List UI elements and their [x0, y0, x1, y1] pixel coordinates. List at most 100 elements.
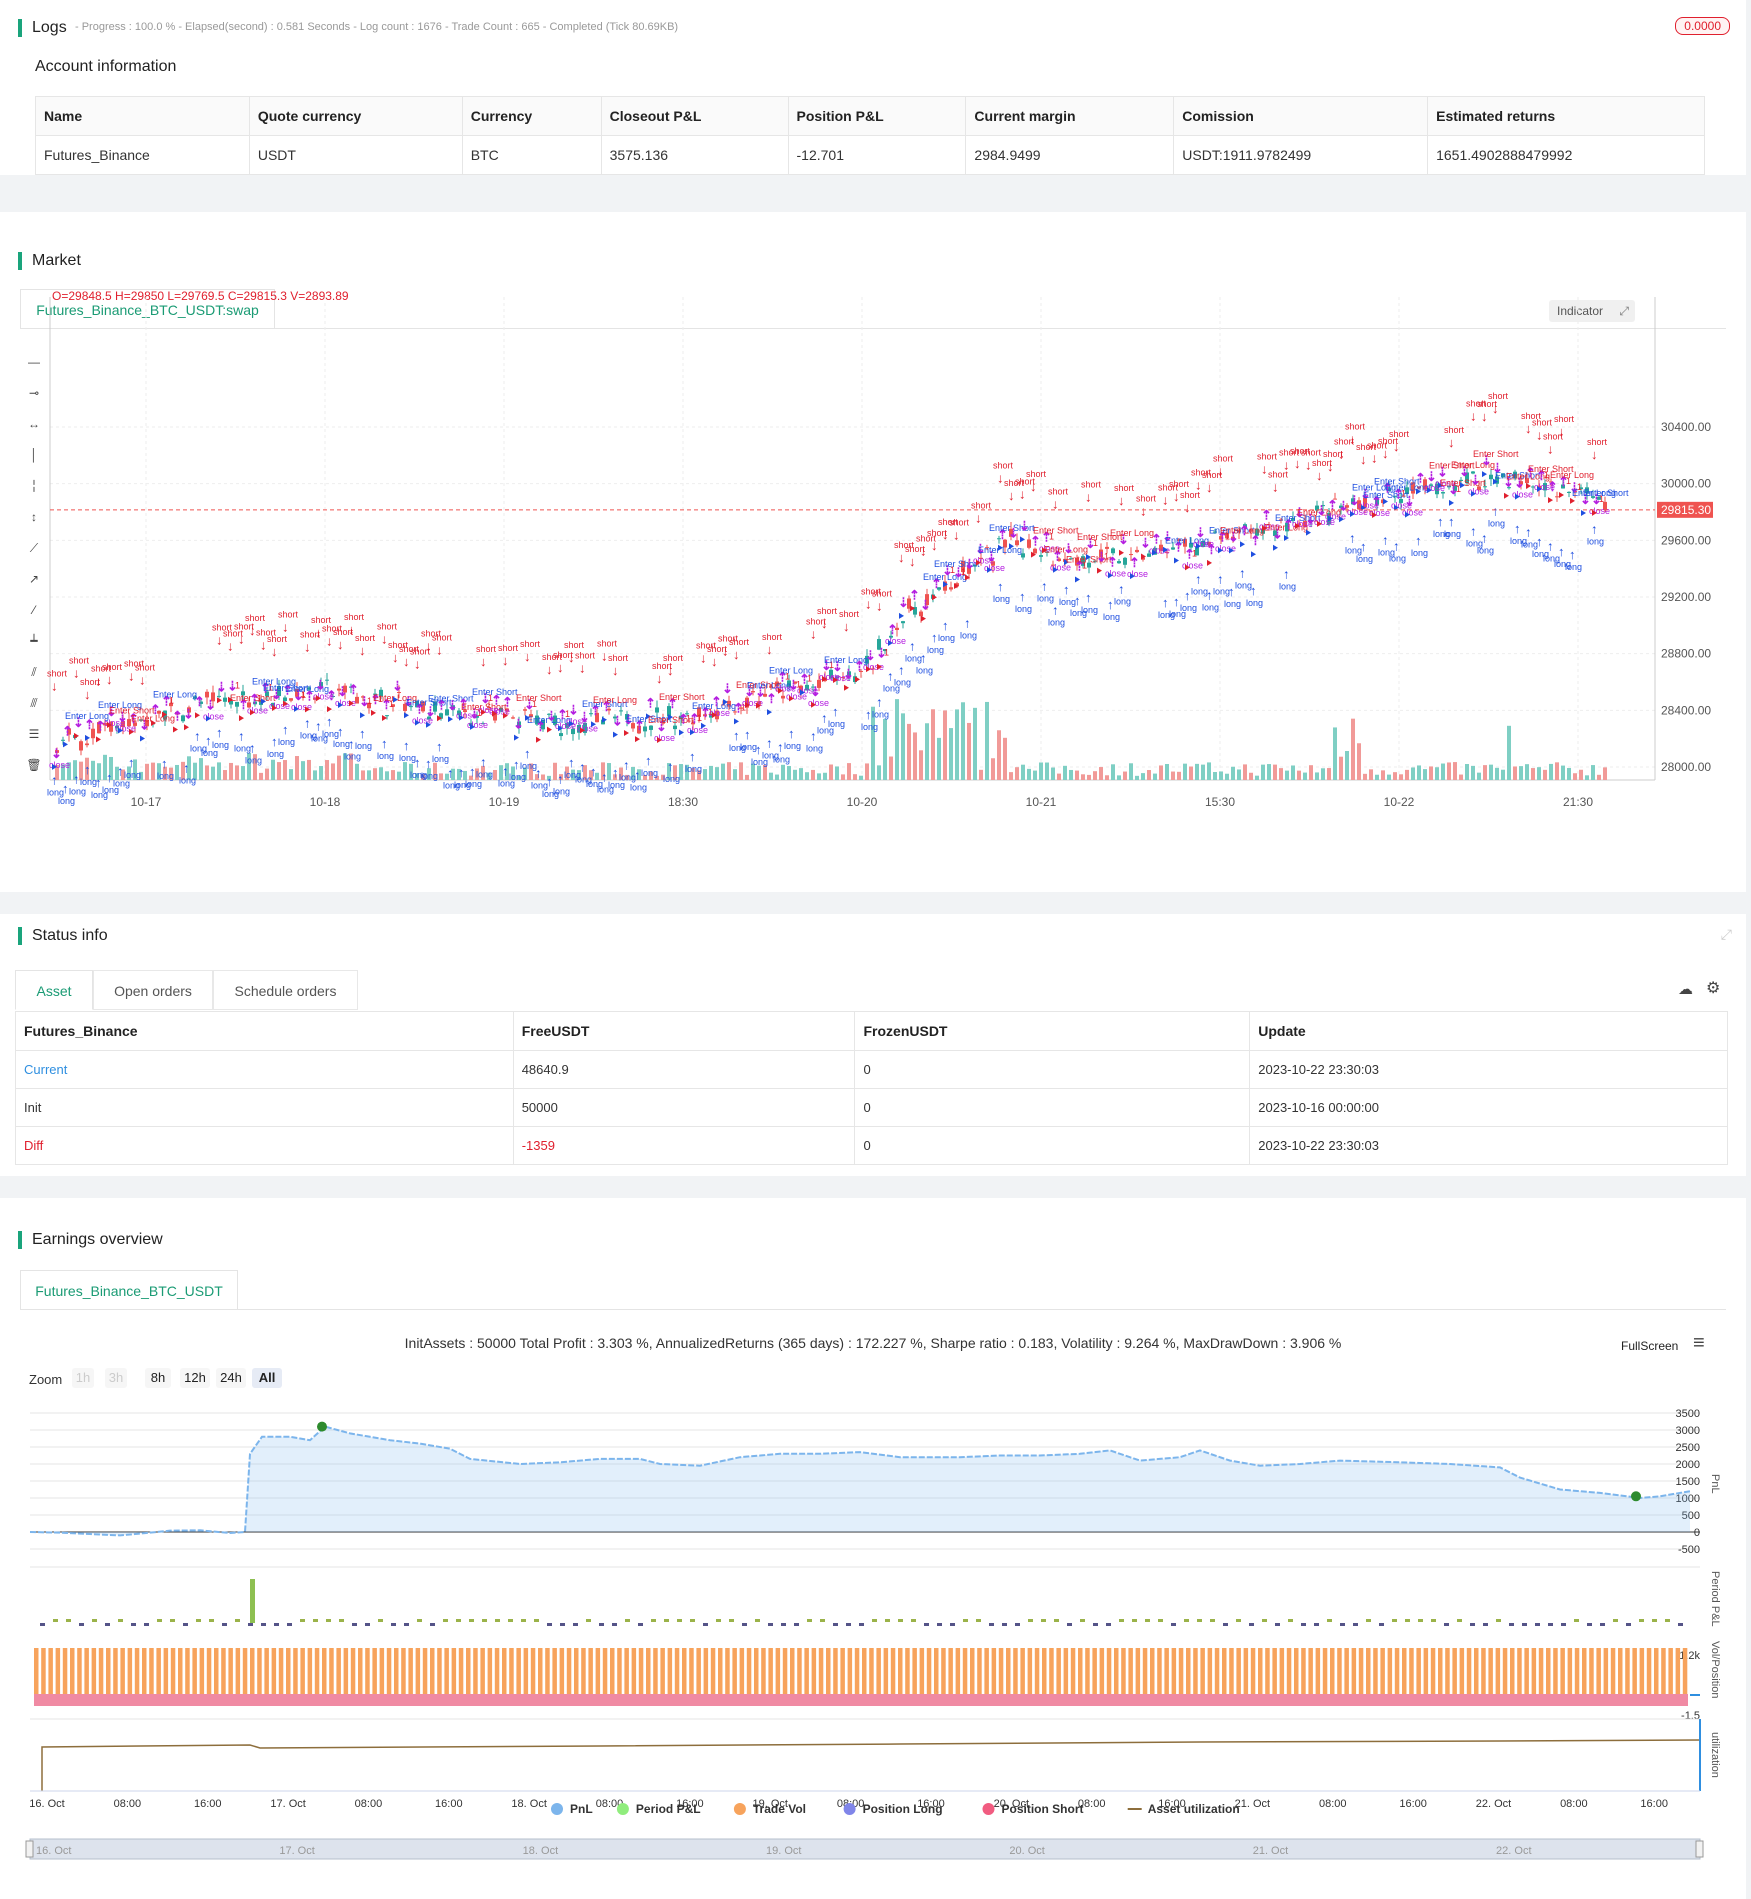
candle-body	[1159, 544, 1163, 551]
fib-channel-icon[interactable]: ⫻	[30, 696, 38, 710]
candlestick-chart[interactable]: 30400.0030000.0029600.0029200.0028800.00…	[0, 287, 1751, 887]
candle-body	[1231, 536, 1235, 540]
candle-body	[1195, 546, 1199, 556]
volume-bar	[1333, 727, 1337, 780]
tab-asset[interactable]: Asset	[15, 970, 93, 1010]
volume-bar	[85, 757, 89, 780]
period-pnl-bar	[625, 1619, 630, 1622]
short-arrow-icon: ↓	[1184, 500, 1191, 515]
side-triangle-icon	[360, 712, 365, 719]
close-marker-icon: ⇡	[260, 680, 271, 695]
fullscreen-button[interactable]: FullScreen	[1621, 1339, 1679, 1353]
asset-table-row: Current 48640.9 0 2023-10-22 23:30:03	[15, 1050, 1728, 1089]
volume-bar	[1315, 772, 1319, 780]
volume-bar	[1327, 768, 1331, 780]
short-arrow-icon: ↓	[1591, 447, 1598, 462]
volume-bar	[1075, 770, 1079, 780]
vertical-line-icon[interactable]: │	[30, 448, 38, 462]
side-triangle-icon	[855, 676, 860, 683]
qty-label: 1	[1599, 494, 1604, 504]
zoom-24h-button[interactable]: 24h	[216, 1368, 246, 1388]
zoom-12h-button[interactable]: 12h	[180, 1368, 210, 1388]
candle-body	[1039, 555, 1043, 557]
candle-body	[301, 696, 305, 698]
side-triangle-icon	[1086, 554, 1091, 561]
fib-retracement-icon[interactable]: ☰	[28, 727, 40, 741]
short-signal-label: short	[432, 633, 453, 643]
trend-line-icon[interactable]: ⟋	[29, 541, 39, 555]
side-triangle-icon	[503, 712, 508, 719]
trade-vol-bar	[1250, 1648, 1256, 1694]
volume-bar	[79, 761, 83, 780]
short-signal-label: short	[1268, 470, 1289, 480]
period-pnl-bar	[794, 1623, 799, 1626]
volume-bar	[1357, 743, 1361, 780]
candle-body	[1321, 505, 1325, 507]
settings-gear-icon[interactable]: ⚙	[1706, 980, 1721, 997]
volume-bar	[739, 762, 743, 780]
candle-body	[667, 706, 671, 717]
enter-signal-label: Enter Short	[736, 680, 782, 690]
candle-body	[631, 723, 635, 729]
long-arrow-icon: ↑	[51, 773, 58, 788]
trade-vol-bar	[379, 1648, 385, 1694]
indicator-button[interactable]: Indicator ⤢	[1549, 300, 1635, 322]
short-arrow-icon: ↓	[1349, 431, 1356, 446]
side-triangle-icon	[338, 701, 343, 708]
zoom-All-button[interactable]: All	[252, 1368, 282, 1388]
trade-vol-bar	[653, 1648, 658, 1694]
price-range-icon[interactable]: ┷	[30, 634, 38, 648]
menu-icon[interactable]: ≡	[1693, 1332, 1705, 1354]
cloud-download-icon[interactable]: ☁	[1678, 981, 1693, 998]
trade-vol-bar	[1517, 1648, 1522, 1694]
side-triangle-icon	[371, 709, 376, 716]
expand-status-icon[interactable]: ⤢	[1720, 926, 1732, 942]
volume-bar	[1147, 770, 1151, 780]
parallel-channel-icon[interactable]: ⫽	[31, 665, 37, 679]
close-marker-icon: ⇣	[315, 677, 326, 692]
enter-signal-label: Enter Long	[1264, 523, 1308, 533]
trash-icon[interactable]: 🗑	[26, 758, 42, 772]
trade-vol-bar	[1675, 1648, 1681, 1694]
horizontal-ray-icon[interactable]: ⊸	[28, 386, 40, 400]
zoom-1h-button[interactable]: 1h	[72, 1368, 94, 1388]
candle-body	[445, 709, 449, 716]
long-signal-label: long	[234, 743, 251, 753]
trade-vol-bar	[415, 1648, 421, 1694]
horizontal-line-icon[interactable]: —	[28, 355, 40, 369]
short-signal-label: short	[1048, 487, 1069, 497]
period-pnl-bar	[1184, 1619, 1189, 1622]
tab-open-orders[interactable]: Open orders	[93, 970, 213, 1010]
qty-label: 1	[1313, 514, 1318, 524]
x-tick-label: 16:00	[917, 1798, 945, 1810]
extended-line-icon[interactable]: ↔	[28, 417, 40, 431]
close-signal-label: close	[687, 725, 708, 735]
earnings-chart[interactable]: 3500300025002000150010005000-500PnL-1.2k…	[0, 1399, 1751, 1899]
volume-bar	[1225, 773, 1229, 780]
zoom-3h-button[interactable]: 3h	[105, 1368, 127, 1388]
side-triangle-icon	[1427, 487, 1432, 494]
trade-vol-bar	[602, 1648, 608, 1694]
candle-body	[1411, 482, 1415, 494]
ray-line-icon[interactable]: ↗	[28, 572, 40, 586]
tab-earnings-symbol[interactable]: Futures_Binance_BTC_USDT	[20, 1270, 238, 1310]
candle-body	[1069, 558, 1073, 560]
asset-cell: Init	[15, 1088, 514, 1127]
segment-icon[interactable]: ⁄	[32, 603, 35, 617]
trade-vol-bar	[286, 1648, 291, 1694]
short-signal-label: short	[80, 677, 101, 687]
close-marker-icon: ⇡	[282, 683, 293, 698]
volume-bar	[961, 702, 965, 780]
long-signal-label: long	[762, 750, 779, 760]
tab-schedule-orders[interactable]: Schedule orders	[213, 970, 358, 1010]
vertical-segment-icon[interactable]: ╎	[30, 479, 38, 493]
long-signal-label: long	[729, 743, 746, 753]
tab-market-symbol[interactable]: Futures_Binance_BTC_USDT:swap	[20, 289, 275, 329]
expand-icon[interactable]: ⤢	[1619, 304, 1629, 318]
period-pnl-bar	[1210, 1619, 1215, 1622]
trade-vol-bar	[1560, 1648, 1565, 1694]
volume-bar	[973, 707, 977, 780]
zoom-8h-button[interactable]: 8h	[145, 1368, 171, 1388]
vertical-ray-icon[interactable]: ↕	[31, 510, 37, 524]
long-arrow-icon: ↑	[458, 765, 465, 780]
